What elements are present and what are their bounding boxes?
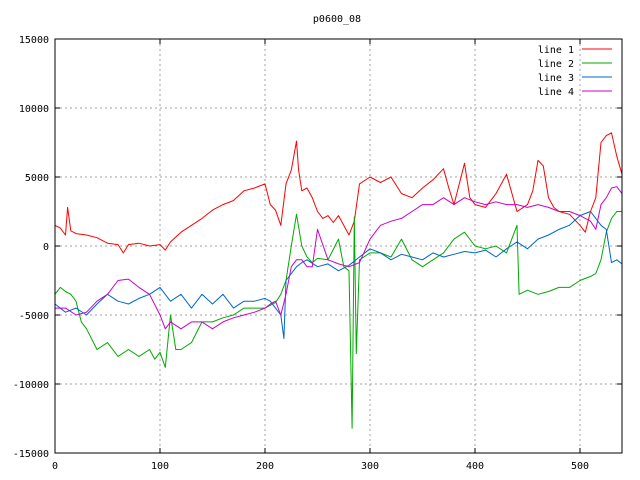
series-lines [54, 132, 623, 429]
legend: line 1 line 2 line 3 line 4 [538, 45, 612, 98]
x-tick-label: 100 [151, 461, 169, 472]
y-tick-label: -10000 [13, 380, 49, 391]
y-tick-label: 15000 [19, 35, 49, 46]
x-tick-label: 200 [256, 461, 274, 472]
y-tick-label: 5000 [25, 173, 49, 184]
legend-label-1: line 1 [538, 45, 574, 56]
y-tick-label: -5000 [19, 311, 49, 322]
series-line-3 [54, 211, 623, 339]
x-tick-label: 300 [361, 461, 379, 472]
y-tick-label: 0 [43, 242, 49, 253]
series-line-2 [54, 211, 622, 429]
y-tick-label: -15000 [13, 449, 49, 460]
axis-ticks: 0 100 200 300 400 500 -15000 -10000 -5000 0 5000 10… [13, 35, 622, 472]
legend-label-4: line 4 [538, 87, 574, 98]
y-tick-label: 10000 [19, 104, 49, 115]
series-line-4 [55, 186, 623, 330]
chart-title: p0600_08 [313, 14, 361, 25]
x-tick-label: 400 [466, 461, 484, 472]
series-line-1 [54, 132, 623, 254]
x-tick-label: 500 [571, 461, 589, 472]
legend-label-2: line 2 [538, 59, 574, 70]
x-tick-label: 0 [52, 461, 58, 472]
legend-label-3: line 3 [538, 73, 574, 84]
